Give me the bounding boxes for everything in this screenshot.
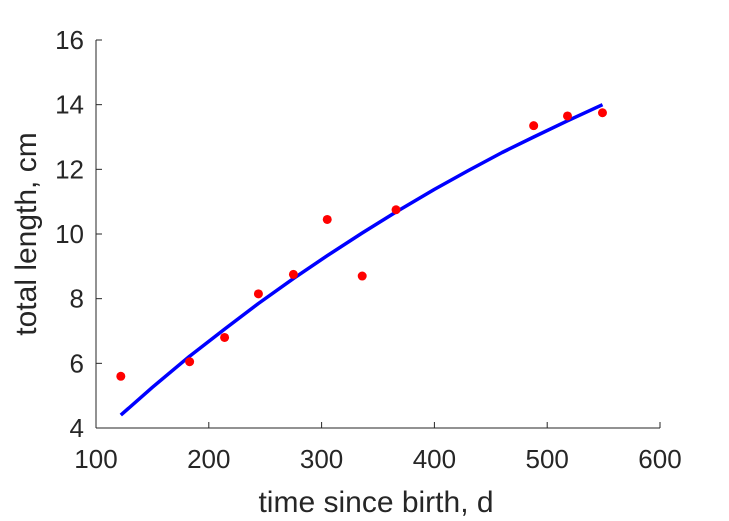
x-axis: 100 200 300 400 500 600 — [74, 422, 682, 474]
x-ticks: 100 200 300 400 500 600 — [74, 422, 682, 474]
fitted-curve — [119, 103, 604, 417]
x-tick-label: 400 — [413, 444, 456, 474]
data-point — [597, 108, 607, 118]
x-tick-label: 100 — [74, 444, 117, 474]
y-tick-label: 10 — [55, 219, 84, 249]
data-point — [185, 357, 195, 367]
y-tick-label: 8 — [70, 284, 84, 314]
data-point — [391, 205, 401, 215]
y-tick-label: 12 — [55, 154, 84, 184]
y-tick-label: 6 — [70, 348, 84, 378]
data-point — [563, 111, 573, 121]
data-point — [220, 332, 230, 342]
y-ticks: 4 6 8 10 12 14 16 — [55, 25, 102, 443]
y-tick-label: 16 — [55, 25, 84, 55]
data-point — [322, 214, 332, 224]
plot-area — [116, 103, 607, 417]
data-point — [529, 121, 539, 131]
x-tick-label: 300 — [300, 444, 343, 474]
y-axis-label: total length, cm — [10, 132, 43, 335]
data-point — [253, 289, 263, 299]
x-axis-label: time since birth, d — [258, 486, 493, 519]
y-tick-label: 14 — [55, 90, 84, 120]
data-point — [288, 269, 298, 279]
y-tick-label: 4 — [70, 413, 84, 443]
x-tick-label: 600 — [638, 444, 681, 474]
y-axis: 4 6 8 10 12 14 16 — [55, 25, 102, 443]
data-point — [116, 371, 126, 381]
x-tick-label: 500 — [526, 444, 569, 474]
x-tick-label: 200 — [187, 444, 230, 474]
data-point — [357, 271, 367, 281]
